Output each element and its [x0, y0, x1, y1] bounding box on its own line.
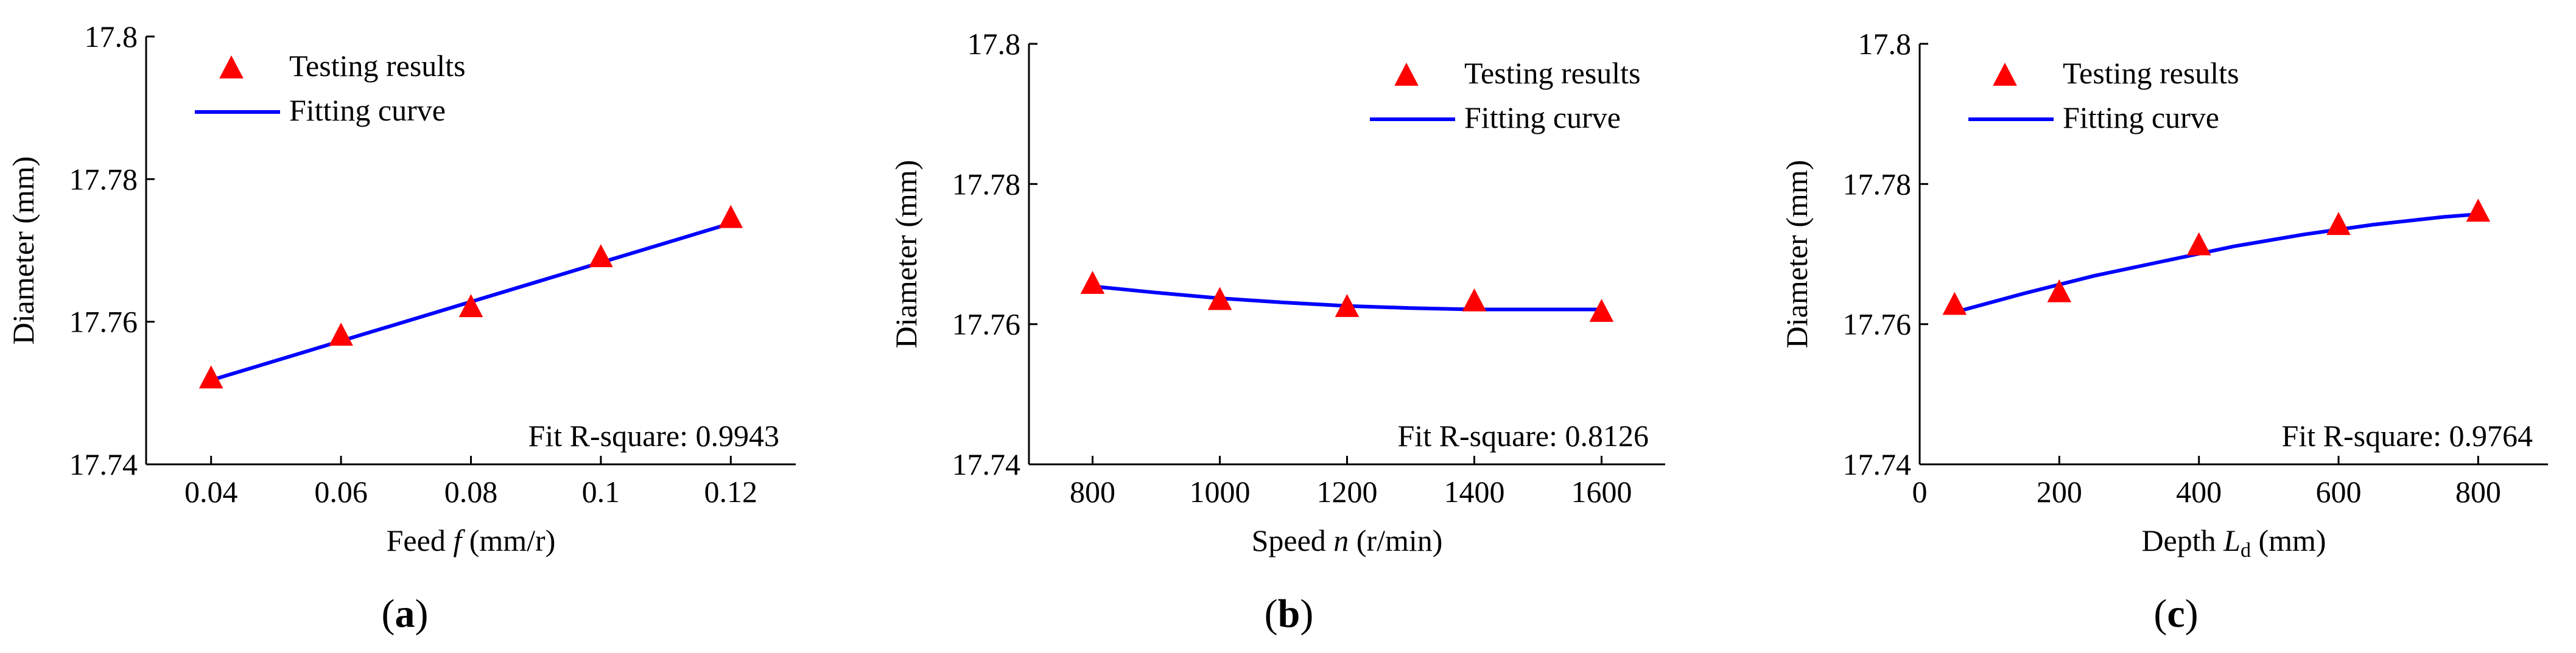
x-axis-label: Speed n (r/min) [1252, 523, 1443, 557]
testing-result-marker [718, 204, 743, 228]
y-axis-label: Diameter (mm) [6, 156, 40, 345]
x-tick-label: 0.12 [704, 475, 758, 509]
x-axis-label-unit: (r/min) [1349, 523, 1442, 557]
x-tick-label: 800 [2455, 475, 2501, 509]
y-tick-label: 17.8 [85, 19, 138, 54]
fit-r-square-annotation: Fit R-square: 0.9764 [2282, 419, 2533, 453]
legend-label-fitting-curve: Fitting curve [2063, 100, 2219, 134]
testing-result-marker [1589, 299, 1614, 322]
y-tick-label: 17.76 [69, 305, 138, 339]
y-tick-label: 17.74 [952, 447, 1021, 481]
testing-result-marker [2186, 232, 2211, 256]
x-axis-label-subscript: d [2241, 539, 2251, 562]
legend-label-testing-results: Testing results [1464, 56, 1641, 90]
testing-result-marker [2326, 212, 2351, 236]
chart-panel-c: 17.74 17.76 17.78 17.8 0 200 400 600 800 Diameter… [1780, 27, 2548, 636]
fitting-curve-line [1953, 212, 2480, 315]
y-tick-label: 17.8 [967, 27, 1021, 61]
x-tick-label: 1000 [1190, 475, 1251, 509]
y-tick-label: 17.8 [1858, 27, 1912, 61]
x-axis-label-variable: n [1333, 523, 1349, 557]
y-tick-label: 17.74 [69, 447, 138, 481]
panel-label-open-paren: ( [1265, 592, 1278, 636]
y-tick-label: 17.78 [69, 162, 138, 196]
x-tick-label: 0.04 [184, 475, 238, 509]
panel-label-letter: b [1278, 592, 1300, 636]
panel-label-close-paren: ) [415, 592, 429, 636]
x-tick-label: 400 [2176, 475, 2222, 509]
x-tick-label: 0 [1912, 475, 1928, 509]
testing-result-marker [1080, 271, 1105, 294]
testing-result-marker [1462, 288, 1487, 312]
testing-result-marker [1942, 292, 1967, 315]
panel-label-letter: a [395, 592, 415, 636]
testing-result-marker [329, 323, 353, 346]
y-tick-label: 17.76 [1843, 307, 1912, 341]
x-tick-label: 1400 [1444, 475, 1505, 509]
legend-label-testing-results: Testing results [2063, 56, 2239, 90]
x-axis-label-unit: (mm) [2251, 523, 2326, 557]
x-tick-label: 600 [2316, 475, 2362, 509]
panel-label-letter: c [2167, 592, 2185, 636]
panel-label-close-paren: ) [2185, 592, 2199, 636]
testing-result-marker [2466, 198, 2491, 222]
testing-result-marker [1335, 294, 1360, 317]
legend-marker-icon [1993, 63, 2017, 86]
y-axis-label: Diameter (mm) [889, 160, 923, 349]
x-axis-label-text: Feed [387, 523, 454, 557]
x-axis-label: Depth Ld (mm) [2141, 523, 2326, 562]
y-tick-label: 17.74 [1843, 447, 1912, 481]
legend-marker-icon [1394, 63, 1419, 86]
legend-label-testing-results: Testing results [289, 49, 466, 83]
panel-label-close-paren: ) [1300, 592, 1313, 636]
panel-label-open-paren: ( [2153, 592, 2167, 636]
legend-label-fitting-curve: Fitting curve [289, 93, 446, 127]
y-axis-label: Diameter (mm) [1780, 160, 1814, 349]
x-axis-label: Feed f (mm/r) [387, 523, 556, 557]
testing-result-marker [2047, 279, 2072, 302]
panel-label: (b) [1265, 592, 1314, 636]
y-tick-label: 17.76 [952, 307, 1021, 341]
x-tick-label: 200 [2037, 475, 2082, 509]
testing-result-marker [458, 294, 483, 318]
y-tick-label: 17.78 [1843, 167, 1912, 201]
x-tick-label: 0.08 [444, 475, 498, 509]
panel-label-open-paren: ( [382, 592, 395, 636]
panel-label: (a) [382, 592, 429, 636]
x-tick-label: 1600 [1571, 475, 1632, 509]
chart-panel-a: 17.74 17.76 17.78 17.8 0.04 0.06 0.08 0.1 0.12 Di… [6, 19, 796, 636]
x-tick-label: 0.1 [582, 475, 620, 509]
x-axis-label-variable: L [2223, 523, 2241, 557]
legend-marker-icon [219, 55, 244, 79]
chart-panel-b: 17.74 17.76 17.78 17.8 800 1000 1200 1400 1600 Di… [889, 27, 1665, 636]
fit-r-square-annotation: Fit R-square: 0.9943 [528, 419, 779, 453]
panel-label: (c) [2153, 592, 2198, 636]
x-tick-label: 1200 [1317, 475, 1378, 509]
testing-result-marker [1207, 287, 1232, 310]
testing-result-marker [198, 365, 223, 389]
x-axis-label-unit: (mm/r) [462, 523, 555, 557]
x-tick-label: 800 [1070, 475, 1115, 509]
x-axis-label-text: Speed [1252, 523, 1334, 557]
fit-r-square-annotation: Fit R-square: 0.8126 [1398, 419, 1649, 453]
y-tick-label: 17.78 [952, 167, 1021, 201]
testing-result-marker [589, 244, 613, 268]
x-tick-label: 0.06 [314, 475, 368, 509]
x-axis-label-text: Depth [2141, 523, 2223, 557]
legend-label-fitting-curve: Fitting curve [1464, 100, 1621, 134]
